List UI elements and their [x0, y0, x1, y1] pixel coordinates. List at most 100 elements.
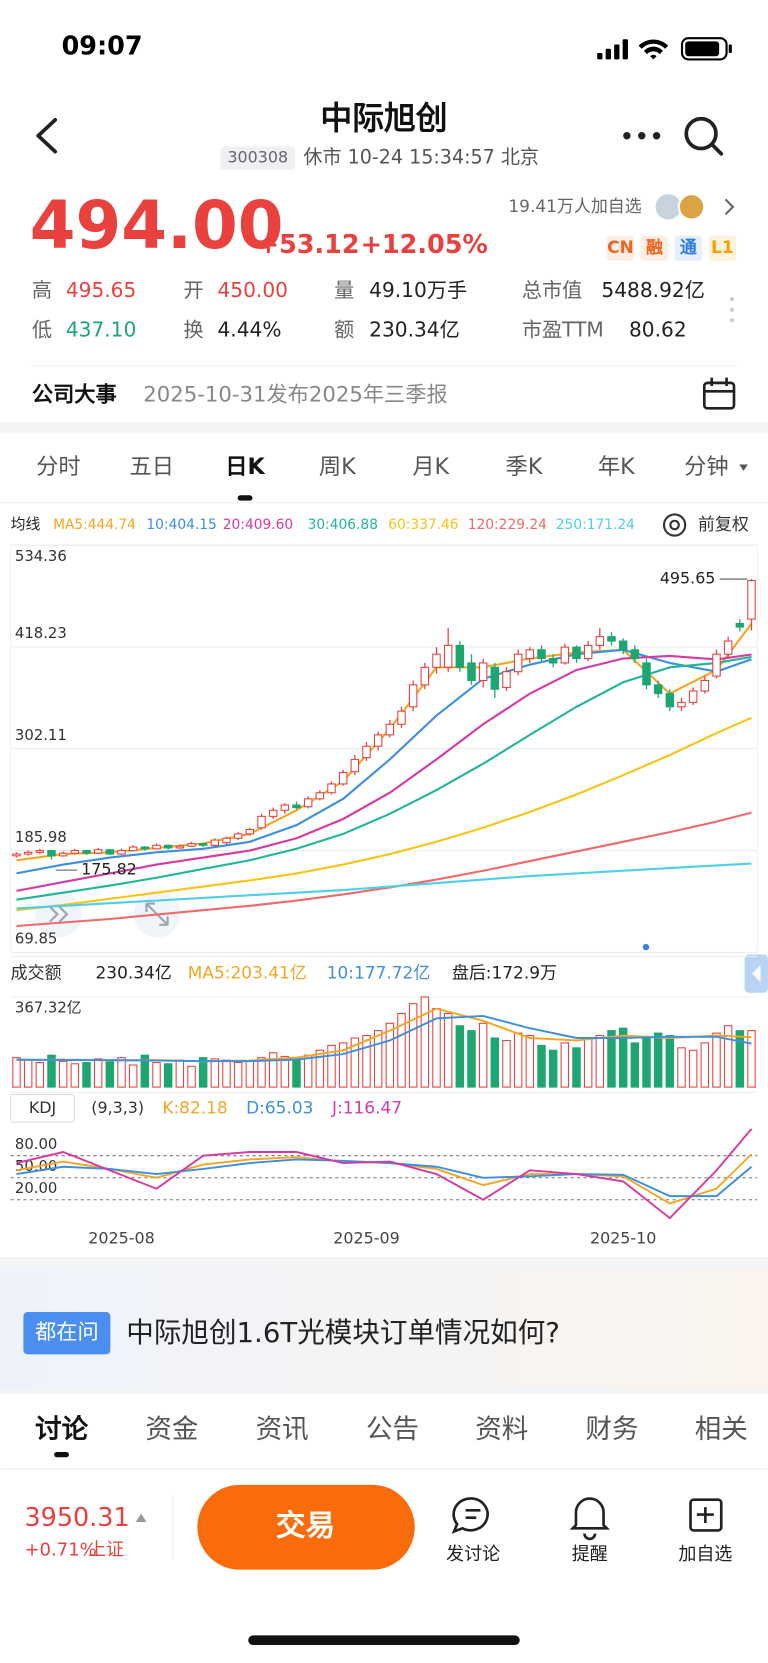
period-tab[interactable]: 分钟 — [684, 454, 729, 480]
candle-body — [723, 640, 733, 655]
section-gap — [0, 1389, 768, 1394]
candle-body — [93, 849, 103, 854]
candle-body — [210, 839, 220, 846]
stat-value: 437.10 — [66, 317, 136, 341]
stat-label: 市盈TTM — [522, 317, 604, 341]
ma-line — [16, 862, 752, 910]
avatar — [655, 194, 681, 220]
volume-bar — [58, 1060, 68, 1088]
candle-body — [233, 833, 243, 839]
candle-body — [583, 644, 593, 660]
period-tab[interactable]: 季K — [506, 454, 544, 480]
trade-button[interactable] — [197, 1484, 415, 1570]
volume-bar — [688, 1049, 698, 1088]
stat-value: 230.34亿 — [369, 317, 460, 341]
action-label[interactable]: 提醒 — [572, 1544, 608, 1565]
period-tab[interactable]: 日K — [225, 454, 265, 480]
index-value: 3950.31 — [24, 1503, 129, 1533]
stat-value: 49.10万手 — [369, 278, 467, 302]
volume-bar — [467, 1030, 476, 1088]
chart-controls[interactable] — [35, 890, 181, 938]
candle-body — [257, 815, 266, 829]
badge: CN — [607, 237, 634, 257]
content-tab[interactable]: 资讯 — [256, 1414, 309, 1445]
candle-body — [198, 843, 208, 846]
kdj-line — [16, 1158, 753, 1198]
candle-body — [478, 662, 488, 682]
remind-icon[interactable] — [569, 1497, 610, 1541]
index-arrow — [135, 1513, 147, 1522]
volume-bar — [210, 1058, 220, 1088]
candle-body — [175, 845, 185, 849]
volume-bar — [198, 1057, 208, 1088]
question-card[interactable] — [0, 1269, 768, 1390]
adjust-option[interactable]: 前复权 — [698, 514, 749, 534]
discuss-icon[interactable] — [451, 1497, 489, 1534]
side-tab-arrow — [752, 965, 761, 983]
volume-current: 230.34亿 — [96, 963, 172, 983]
period-tab[interactable]: 分时 — [36, 454, 81, 480]
period-tab[interactable]: 周K — [319, 454, 357, 480]
candle-body — [397, 710, 406, 725]
y-tick-label: 20.00 — [15, 1180, 57, 1197]
section-gap — [0, 422, 768, 433]
period-tab[interactable]: 五日 — [129, 454, 174, 480]
add-watch-icon[interactable] — [689, 1498, 723, 1532]
page-dot — [642, 943, 650, 951]
badge: 融 — [646, 237, 663, 257]
code-box — [220, 146, 295, 170]
content-tab[interactable]: 资料 — [475, 1414, 528, 1445]
content-tab[interactable]: 公告 — [366, 1414, 419, 1445]
action-label[interactable]: 加自选 — [678, 1544, 732, 1565]
volume-bar — [735, 1030, 745, 1088]
volume-bar — [455, 1025, 465, 1088]
volume-bar — [233, 1062, 243, 1088]
price: 494.00 — [30, 187, 284, 264]
content-tab[interactable]: 讨论 — [35, 1414, 88, 1445]
volume-bar — [397, 1012, 406, 1088]
volume-bar — [163, 1063, 173, 1088]
volume-bar — [12, 1057, 21, 1088]
volume-bar — [513, 1032, 523, 1088]
candle-body — [455, 644, 465, 668]
y-tick-label: 418.23 — [15, 625, 67, 642]
after-hours: 盘后:172.9万 — [452, 963, 557, 983]
candle-body — [12, 853, 21, 857]
period-tab[interactable]: 月K — [412, 454, 450, 480]
followers-chevron[interactable] — [724, 198, 735, 215]
stat-value: 5488.92亿 — [601, 278, 704, 302]
candle-body — [47, 850, 56, 857]
question-tag — [23, 1311, 111, 1355]
calendar-icon[interactable] — [702, 377, 736, 410]
candle-body — [268, 809, 278, 817]
candle-body — [292, 804, 301, 809]
candle-body — [432, 653, 441, 668]
candle-body — [677, 701, 686, 708]
candle-body — [688, 690, 698, 703]
candle-body — [82, 850, 91, 854]
back-button[interactable] — [36, 117, 58, 154]
content-tab[interactable]: 资金 — [145, 1414, 198, 1445]
event-text[interactable]: 2025-10-31发布2025年三季报 — [143, 383, 447, 408]
more-button[interactable] — [623, 132, 661, 140]
trade-label[interactable]: 交易 — [276, 1509, 335, 1544]
volume-bar — [268, 1052, 278, 1088]
stat-label: 开 — [184, 278, 204, 302]
home-indicator — [248, 1635, 520, 1645]
content-tab[interactable]: 财务 — [586, 1414, 639, 1445]
ma-legend: 120:229.24 — [468, 517, 547, 533]
content-tab[interactable]: 相关 — [695, 1414, 748, 1445]
volume-bar — [595, 1035, 605, 1088]
period-tab[interactable]: 年K — [598, 454, 636, 480]
search-button[interactable] — [684, 116, 724, 156]
stat-label: 总市值 — [522, 278, 582, 302]
kdj-legend: K:82.18 — [162, 1097, 227, 1117]
volume-bar — [362, 1035, 371, 1088]
settings-icon[interactable] — [662, 513, 687, 537]
y-tick-label: 80.00 — [15, 1136, 57, 1153]
question-text[interactable]: 中际旭创1.6T光模块订单情况如何? — [126, 1316, 560, 1349]
candle-body — [373, 734, 383, 747]
y-tick-label: 302.11 — [15, 727, 67, 744]
stat-value: 4.44% — [217, 317, 281, 341]
action-label[interactable]: 发讨论 — [446, 1544, 500, 1565]
